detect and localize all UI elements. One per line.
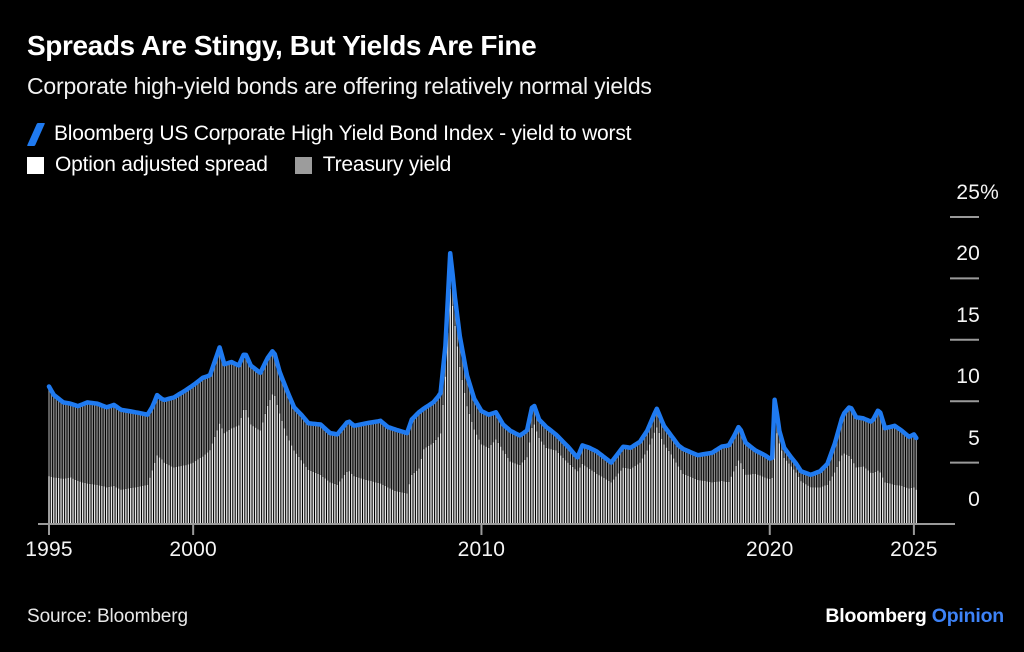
x-tick-label: 2025 xyxy=(890,538,938,561)
chart-title: Spreads Are Stingy, But Yields Are Fine xyxy=(27,30,537,61)
legend-row-line: Bloomberg US Corporate High Yield Bond I… xyxy=(26,122,632,146)
y-tick-label: 10 xyxy=(956,365,980,389)
x-tick-label: 2010 xyxy=(457,538,506,561)
chart-subtitle: Corporate high-yield bonds are offering … xyxy=(27,73,652,99)
y-tick-label: 0 xyxy=(968,488,980,511)
spread-legend-swatch xyxy=(27,156,44,174)
y-tick-label: 20 xyxy=(956,242,980,266)
spread-legend-label: Option adjusted spread xyxy=(55,153,268,176)
y-tick-label: 5 xyxy=(968,426,980,450)
source-note: Source: Bloomberg xyxy=(27,606,188,627)
stacked-bars-group xyxy=(48,253,917,524)
y-tick-label: 15 xyxy=(956,303,980,327)
logo-bloomberg-text: Bloomberg xyxy=(825,605,927,627)
x-tick-label: 1995 xyxy=(25,538,73,561)
yield-line-legend-label: Bloomberg US Corporate High Yield Bond I… xyxy=(54,122,632,145)
bloomberg-opinion-logo: Bloomberg Opinion xyxy=(825,605,1004,628)
treasury-legend-label: Treasury yield xyxy=(322,153,452,176)
logo-opinion-text: Opinion xyxy=(931,605,1004,627)
y-tick-label: 25% xyxy=(956,181,999,204)
legend-row-bars: Option adjusted spread Treasury yield xyxy=(27,153,451,177)
yield-to-worst-line xyxy=(46,250,919,478)
treasury-legend-swatch xyxy=(294,156,312,174)
x-tick-label: 2020 xyxy=(745,538,794,561)
x-tick-label: 2000 xyxy=(169,538,217,561)
